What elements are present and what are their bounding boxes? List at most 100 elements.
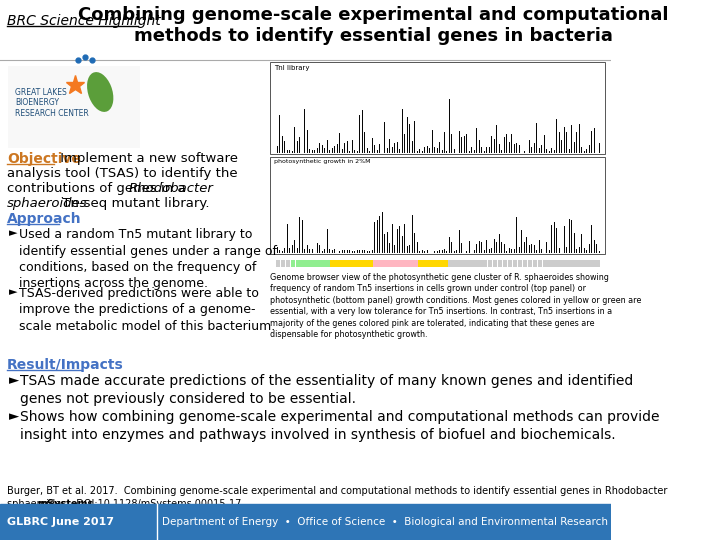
Bar [598, 260, 600, 267]
Bar [380, 260, 383, 267]
Bar [378, 260, 380, 267]
Bar [278, 260, 280, 267]
Bar [310, 260, 313, 267]
Bar [361, 260, 363, 267]
Bar [290, 260, 293, 267]
Bar [525, 260, 528, 267]
Bar [336, 260, 338, 267]
Bar [557, 260, 560, 267]
Text: photosynthetic growth in 2%M: photosynthetic growth in 2%M [274, 159, 371, 164]
Bar [508, 260, 510, 267]
Text: Result/Impacts: Result/Impacts [6, 358, 124, 372]
Bar [398, 260, 400, 267]
Bar [503, 260, 505, 267]
Bar [552, 260, 555, 267]
Text: Genome browser view of the photosynthetic gene cluster of R. sphaeroides showing: Genome browser view of the photosyntheti… [270, 273, 642, 339]
Bar [426, 260, 428, 267]
Bar [320, 260, 323, 267]
Bar [308, 260, 310, 267]
Bar [433, 260, 435, 267]
Bar [0, 504, 611, 540]
Bar [325, 260, 328, 267]
Bar [365, 260, 368, 267]
Bar [475, 260, 477, 267]
Text: sphaeroides.: sphaeroides. [6, 499, 72, 509]
Bar [523, 260, 525, 267]
Bar [555, 260, 557, 267]
Bar [513, 260, 515, 267]
Text: contributions of genes in a: contributions of genes in a [6, 182, 189, 195]
Bar [570, 260, 572, 267]
Bar [572, 260, 575, 267]
Bar [538, 260, 540, 267]
Bar [463, 260, 465, 267]
Bar [582, 260, 585, 267]
Bar [547, 260, 550, 267]
Bar [338, 260, 341, 267]
Bar [410, 260, 413, 267]
Bar [293, 260, 295, 267]
Text: Implement a new software: Implement a new software [56, 152, 238, 165]
Bar [390, 260, 392, 267]
Bar [438, 260, 440, 267]
Bar [575, 260, 577, 267]
Bar [510, 260, 513, 267]
Bar [533, 260, 535, 267]
Bar [482, 260, 485, 267]
Bar [468, 260, 470, 267]
Bar [356, 260, 358, 267]
Bar [518, 260, 520, 267]
Bar [405, 260, 408, 267]
Bar [515, 260, 518, 267]
Bar [368, 260, 370, 267]
Bar [500, 260, 503, 267]
Bar [288, 260, 290, 267]
Text: sphaeroides: sphaeroides [6, 197, 87, 210]
Bar [542, 260, 545, 267]
Bar [443, 260, 445, 267]
Bar [565, 260, 567, 267]
Bar [395, 260, 397, 267]
Ellipse shape [87, 72, 113, 112]
Bar [313, 260, 315, 267]
Text: Shows how combining genome-scale experimental and computational methods can prov: Shows how combining genome-scale experim… [20, 410, 660, 442]
Bar [295, 260, 298, 267]
Bar [440, 260, 443, 267]
Text: TSAS made accurate predictions of the essentiality of many known genes and ident: TSAS made accurate predictions of the es… [20, 374, 634, 406]
Bar [435, 260, 438, 267]
Bar [315, 260, 318, 267]
Bar [348, 260, 350, 267]
Text: Department of Energy  •  Office of Science  •  Biological and Environmental Rese: Department of Energy • Office of Science… [162, 517, 608, 527]
Bar [528, 260, 530, 267]
Bar [460, 260, 462, 267]
Bar [358, 260, 360, 267]
Text: Objective: Objective [6, 152, 81, 166]
Bar [567, 260, 570, 267]
Text: BRC Science Highlight: BRC Science Highlight [6, 14, 161, 28]
Text: ►: ► [9, 287, 17, 297]
Bar [505, 260, 508, 267]
Bar [300, 260, 303, 267]
Bar [472, 260, 475, 267]
Bar [270, 62, 606, 154]
Bar [276, 260, 278, 267]
Bar [540, 260, 542, 267]
Bar [303, 260, 305, 267]
Bar [458, 260, 460, 267]
Bar [283, 260, 285, 267]
Bar [455, 260, 457, 267]
Bar [423, 260, 425, 267]
Bar [593, 260, 595, 267]
Bar [420, 260, 423, 267]
Bar [353, 260, 355, 267]
Bar [498, 260, 500, 267]
Bar [520, 260, 523, 267]
Bar [286, 260, 288, 267]
Text: ►: ► [9, 374, 19, 387]
Bar [375, 260, 378, 267]
Text: Tn-seq mutant library.: Tn-seq mutant library. [58, 197, 210, 210]
Bar [351, 260, 353, 267]
Text: Approach: Approach [6, 212, 81, 226]
Text: Rhodobacter: Rhodobacter [128, 182, 213, 195]
Bar [318, 260, 320, 267]
